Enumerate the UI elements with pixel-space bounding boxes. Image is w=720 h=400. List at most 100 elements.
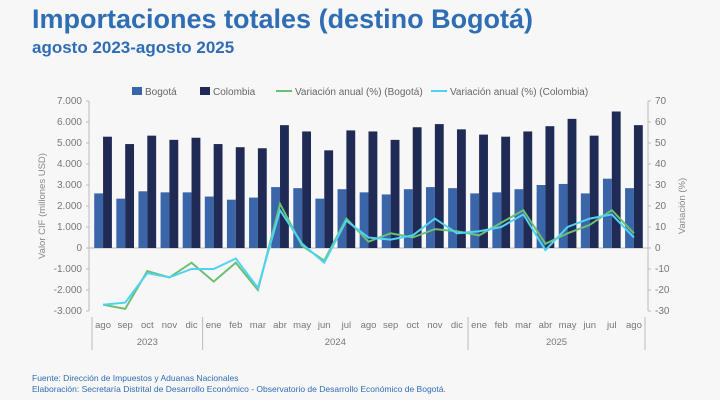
x-tick-label: jul xyxy=(606,320,617,331)
bar-bogota xyxy=(558,183,568,248)
y2-tick-label: 20 xyxy=(655,201,667,212)
page-subtitle: agosto 2023-agosto 2025 xyxy=(32,38,235,57)
bar-colombia xyxy=(235,147,245,248)
line-var-colombia xyxy=(102,207,635,306)
year-label: 2025 xyxy=(546,337,567,348)
x-tick-label: jun xyxy=(582,320,596,331)
legend-label: Variación anual (%) (Bogotá) xyxy=(295,87,423,98)
bar-colombia xyxy=(523,131,533,248)
bar-colombia xyxy=(456,129,466,248)
y2-tick-label: -10 xyxy=(655,264,670,275)
bar-bogota xyxy=(293,188,303,248)
y2-tick-label: 50 xyxy=(655,138,667,149)
x-tick-label: ago xyxy=(626,320,642,331)
bar-bogota xyxy=(249,197,258,248)
bar-colombia xyxy=(390,139,400,248)
bar-colombia xyxy=(125,144,135,248)
bar-bogota xyxy=(160,192,170,248)
bar-bogota xyxy=(403,189,413,248)
bar-colombia xyxy=(324,150,334,248)
bar-bogota xyxy=(116,198,126,248)
y2-axis-label: Variación (%) xyxy=(677,178,688,234)
y-tick-label: 1.000 xyxy=(57,222,82,233)
x-tick-label: sep xyxy=(118,320,133,331)
bar-bogota xyxy=(204,196,214,248)
x-tick-label: sep xyxy=(383,320,398,331)
y2-tick-label: -30 xyxy=(655,306,670,317)
x-tick-label: ago xyxy=(95,320,111,331)
bar-colombia xyxy=(412,127,422,248)
bar-bogota xyxy=(337,189,347,248)
legend-label: Colombia xyxy=(213,87,256,98)
y2-tick-label: 10 xyxy=(655,222,667,233)
x-tick-label: ene xyxy=(471,320,487,331)
bar-bogota xyxy=(536,185,546,248)
x-tick-label: feb xyxy=(229,320,242,331)
bar-bogota xyxy=(226,199,236,248)
x-tick-label: jun xyxy=(317,320,331,331)
y-tick-label: 6.000 xyxy=(57,117,82,128)
y-tick-label: 4.000 xyxy=(57,159,82,170)
bar-colombia xyxy=(191,137,201,248)
y2-tick-label: -20 xyxy=(655,285,670,296)
bar-colombia xyxy=(147,135,157,248)
source-note: Fuente: Dirección de Impuestos y Aduanas… xyxy=(32,373,239,383)
x-tick-label: abr xyxy=(273,320,287,331)
bar-bogota xyxy=(492,192,502,248)
y-tick-label: 3.000 xyxy=(57,180,82,191)
bar-bogota xyxy=(381,194,391,248)
y-axis-label: Valor CIF (millones USD) xyxy=(37,153,48,259)
bar-colombia xyxy=(280,125,289,248)
y2-tick-label: 70 xyxy=(655,96,667,107)
x-tick-label: mar xyxy=(250,320,266,331)
year-label: 2023 xyxy=(137,337,158,348)
bar-bogota xyxy=(138,191,148,248)
bar-bogota xyxy=(470,193,480,248)
x-tick-label: ago xyxy=(361,320,377,331)
x-tick-label: jul xyxy=(341,320,352,331)
y-tick-label: -1.000 xyxy=(54,264,83,275)
bar-bogota xyxy=(514,189,524,248)
x-tick-label: feb xyxy=(495,320,508,331)
legend-swatch xyxy=(200,87,210,95)
bar-bogota xyxy=(94,193,104,248)
x-tick-label: oct xyxy=(406,320,419,331)
bar-colombia xyxy=(589,135,599,248)
x-tick-label: oct xyxy=(141,320,154,331)
y-tick-label: 7.000 xyxy=(57,96,82,107)
legend-label: Bogotá xyxy=(145,87,177,98)
x-tick-label: ene xyxy=(206,320,222,331)
chart: -3.000 -2.000 -1.000 0 1.000 2.000 3.000 4.000 5… xyxy=(37,87,688,350)
x-tick-label: abr xyxy=(539,320,553,331)
bar-colombia xyxy=(213,144,223,248)
bar-colombia xyxy=(257,148,267,248)
y2-tick-label: 60 xyxy=(655,117,667,128)
bar-colombia xyxy=(302,131,311,248)
y2-tick-label: 30 xyxy=(655,180,667,191)
y-tick-label: 5.000 xyxy=(57,138,82,149)
bar-colombia xyxy=(434,124,444,248)
x-tick-label: dic xyxy=(185,320,197,331)
legend-label: Variación anual (%) (Colombia) xyxy=(450,87,588,98)
x-tick-label: dic xyxy=(451,320,463,331)
bar-bogota xyxy=(448,188,457,248)
bar-bogota xyxy=(625,188,634,248)
y-tick-label: -3.000 xyxy=(54,306,83,317)
x-tick-label: nov xyxy=(162,320,178,331)
page-title: Importaciones totales (destino Bogotá) xyxy=(32,4,534,34)
bar-colombia xyxy=(545,126,555,248)
bar-colombia xyxy=(103,136,112,248)
bar-bogota xyxy=(315,198,325,248)
y-tick-label: 2.000 xyxy=(57,201,82,212)
bar-colombia xyxy=(633,125,643,248)
y2-tick-label: 0 xyxy=(655,243,661,254)
bar-colombia xyxy=(368,131,378,248)
x-tick-label: mar xyxy=(515,320,531,331)
y2-tick-label: 40 xyxy=(655,159,667,170)
x-tick-label: nov xyxy=(427,320,443,331)
x-tick-label: may xyxy=(293,320,311,331)
x-tick-label: may xyxy=(559,320,577,331)
bar-bogota xyxy=(182,192,192,248)
bar-colombia xyxy=(479,134,488,248)
